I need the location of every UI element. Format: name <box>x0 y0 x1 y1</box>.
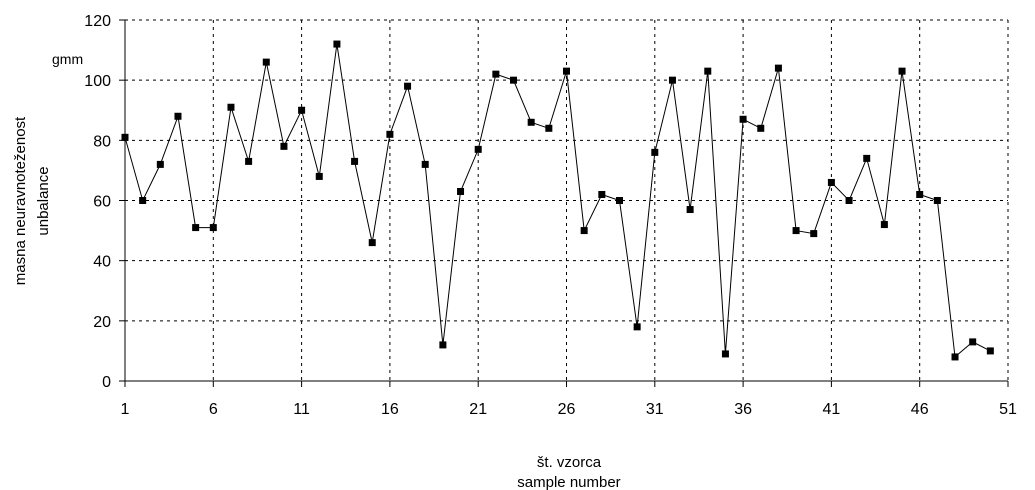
data-point <box>863 154 871 162</box>
data-point <box>933 197 941 204</box>
data-point <box>704 67 712 75</box>
data-point <box>969 338 977 346</box>
y-axis-title-line2: unbalance <box>35 166 52 235</box>
data-point <box>421 160 429 168</box>
data-point <box>810 230 818 238</box>
data-point <box>563 67 570 75</box>
data-point <box>192 224 200 232</box>
data-point <box>439 341 447 349</box>
y-tick-label: 40 <box>93 254 111 271</box>
data-series <box>121 40 994 361</box>
data-point <box>845 197 853 204</box>
y-tick-label: 60 <box>93 194 111 211</box>
data-point <box>333 40 341 48</box>
data-point <box>298 106 306 114</box>
data-point <box>686 206 694 214</box>
data-point <box>457 187 465 195</box>
data-point <box>174 112 182 120</box>
x-tick-label: 26 <box>558 401 576 418</box>
data-point <box>492 70 500 78</box>
data-point <box>792 227 800 235</box>
x-tick-label: 1 <box>121 401 130 418</box>
data-point <box>474 145 482 153</box>
grid-lines <box>125 19 1009 381</box>
data-point <box>386 130 394 138</box>
y-axis-title-line1: masna neuravnoteženost <box>12 116 29 285</box>
x-axis-title: št. vzorca sample number <box>517 454 620 490</box>
data-point <box>951 353 959 361</box>
x-tick-label: 51 <box>999 401 1017 418</box>
data-point <box>351 157 359 165</box>
data-point <box>633 323 641 331</box>
unit-label: gmm <box>52 51 83 67</box>
data-point <box>139 197 147 204</box>
x-axis-title-line2: sample number <box>517 474 620 490</box>
x-tick-label: 31 <box>646 401 664 418</box>
data-point <box>368 239 376 247</box>
data-point <box>986 347 994 355</box>
y-tick-labels: 0 20 40 60 80 100 120 <box>84 13 111 391</box>
y-axis-title: masna neuravnoteženost unbalance <box>12 116 52 285</box>
data-point <box>827 178 835 186</box>
x-tick-label: 21 <box>469 401 487 418</box>
data-point <box>280 142 288 150</box>
x-tick-label: 6 <box>209 401 218 418</box>
data-point <box>156 160 164 168</box>
x-tick-label: 46 <box>911 401 929 418</box>
y-tick-label: 0 <box>102 374 111 391</box>
data-point <box>668 76 676 84</box>
data-point <box>739 115 747 123</box>
y-tick-label: 80 <box>93 133 111 150</box>
data-point <box>510 76 518 84</box>
data-point <box>774 64 782 72</box>
data-point <box>651 148 659 156</box>
data-point <box>898 67 906 75</box>
data-point <box>757 124 765 132</box>
data-point <box>580 227 588 235</box>
data-point <box>527 118 535 126</box>
axes <box>119 19 1009 387</box>
data-point <box>404 82 412 90</box>
y-tick-label: 20 <box>93 314 111 331</box>
x-tick-label: 41 <box>823 401 841 418</box>
data-point <box>598 190 606 198</box>
data-point <box>721 350 729 358</box>
x-axis-title-line1: št. vzorca <box>537 454 602 471</box>
data-point <box>880 221 888 229</box>
data-point <box>209 224 217 232</box>
x-tick-label: 36 <box>734 401 752 418</box>
x-tick-label: 16 <box>381 401 399 418</box>
data-point <box>262 58 270 66</box>
data-point <box>245 157 253 165</box>
data-point <box>227 103 235 111</box>
data-point <box>916 190 924 198</box>
y-tick-label: 120 <box>84 13 111 30</box>
data-point <box>615 197 623 204</box>
x-tick-label: 11 <box>293 401 310 418</box>
data-point <box>315 172 323 180</box>
data-point <box>545 124 553 132</box>
y-tick-label: 100 <box>84 73 111 90</box>
data-point <box>121 133 129 141</box>
x-tick-labels: 1 6 11 16 21 26 31 36 41 46 51 <box>121 401 1017 418</box>
